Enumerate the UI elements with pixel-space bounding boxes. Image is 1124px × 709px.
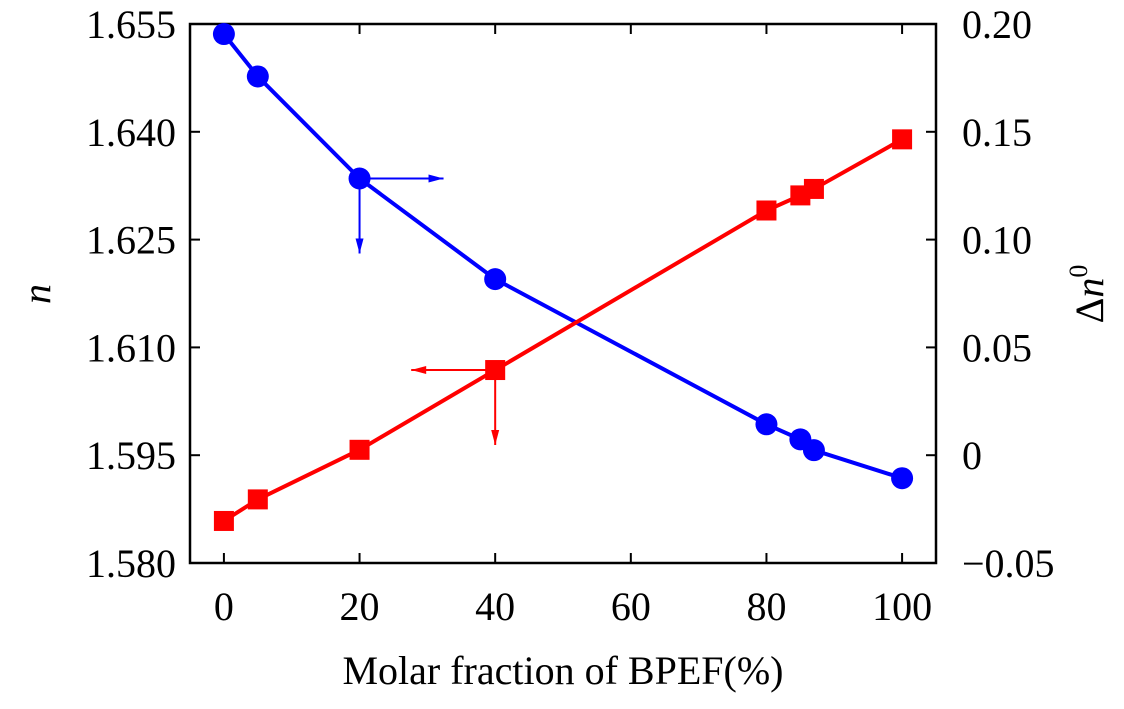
axis-indicator-vertical-head	[355, 238, 364, 254]
series-line	[222, 32, 903, 481]
x-axis-title: Molar fraction of BPEF(%)	[342, 648, 783, 693]
data-point-square	[349, 439, 370, 460]
left-y-tick-label: 1.580	[86, 541, 176, 586]
refractive-index-series	[212, 23, 914, 490]
data-point-square	[213, 510, 234, 531]
x-tick-label: 80	[746, 584, 786, 629]
right-y-axis-title: Δn0	[1064, 265, 1112, 324]
axis-indicator-vertical	[355, 178, 364, 254]
left-y-axis-title: n	[14, 284, 59, 304]
right-y-axis-title-sup: 0	[1064, 265, 1093, 278]
x-tick-label: 0	[214, 584, 234, 629]
data-point-square	[803, 178, 824, 199]
right-y-tick-label: 0	[962, 433, 982, 478]
data-point-square	[247, 489, 268, 510]
data-point-circle	[212, 23, 235, 46]
axis-indicator-horizontal-head	[428, 174, 444, 183]
axis-indicator-horizontal-head	[411, 366, 427, 375]
left-y-tick-label: 1.640	[86, 110, 176, 155]
plot-frame	[188, 22, 938, 565]
data-point-circle	[755, 413, 778, 436]
axis-indicator-vertical	[491, 370, 500, 446]
birefringence-series	[213, 129, 913, 531]
axis-indicator-horizontal	[411, 366, 496, 375]
data-point-circle	[246, 65, 269, 88]
data-point-square	[756, 200, 777, 221]
data-point-square	[892, 129, 913, 150]
x-tick-label: 100	[872, 584, 932, 629]
left-y-tick-label: 1.625	[86, 218, 176, 263]
right-y-tick-label: −0.05	[962, 541, 1055, 586]
axis-indicator-horizontal	[359, 174, 444, 183]
x-tick-label: 40	[475, 584, 515, 629]
x-tick-label: 20	[340, 584, 380, 629]
right-y-axis-ticks: −0.05 0 0.05 0.10 0.15 0.20	[926, 2, 1055, 586]
x-tick-label: 60	[611, 584, 651, 629]
right-y-axis-title-prefix: Δ	[1067, 298, 1112, 324]
data-point-circle	[891, 467, 914, 490]
right-y-tick-label: 0.20	[962, 2, 1032, 47]
right-y-tick-label: 0.10	[962, 218, 1032, 263]
left-y-tick-label: 1.610	[86, 325, 176, 370]
x-axis-ticks: 0 20 40 60 80 100	[214, 24, 932, 629]
data-point-circle	[484, 268, 507, 291]
data-point-circle	[802, 439, 825, 462]
axis-indicator-vertical-head	[491, 430, 500, 446]
left-y-axis-ticks: 1.580 1.595 1.610 1.625 1.640 1.655	[86, 2, 200, 586]
series-layer	[212, 23, 914, 531]
right-y-tick-label: 0.15	[962, 110, 1032, 155]
right-y-axis-title-main: n	[1067, 278, 1112, 298]
right-y-tick-label: 0.05	[962, 325, 1032, 370]
left-y-tick-label: 1.595	[86, 433, 176, 478]
left-y-tick-label: 1.655	[86, 2, 176, 47]
